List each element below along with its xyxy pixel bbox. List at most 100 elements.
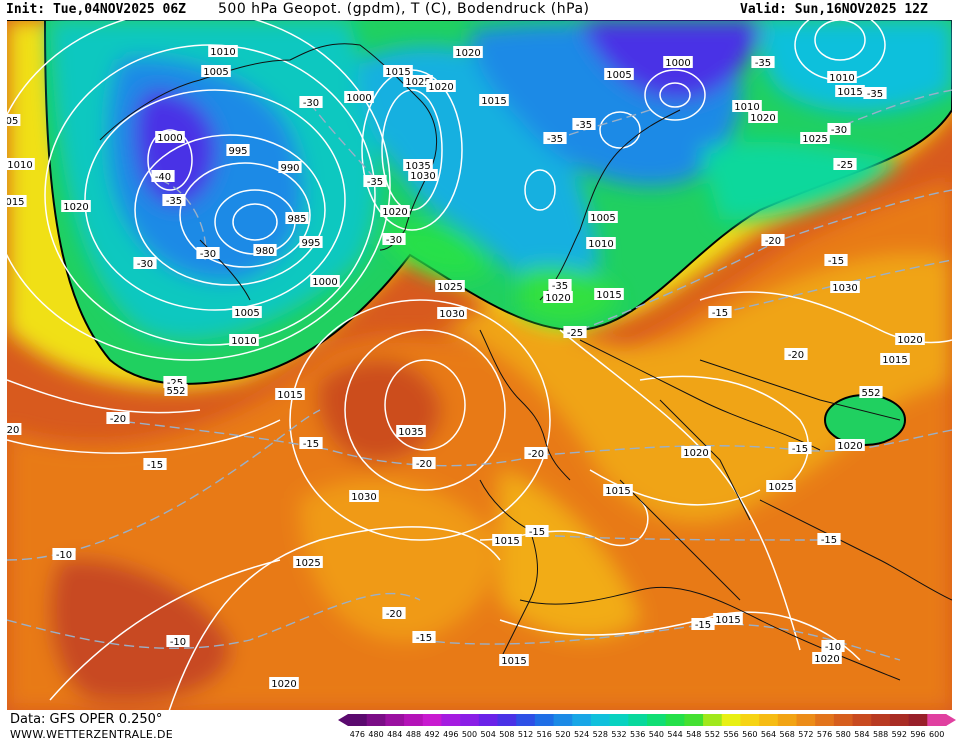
- isobar-label: 1010: [829, 73, 854, 84]
- temperature-label: -35: [867, 89, 883, 100]
- isobar-label: 1020: [428, 82, 453, 93]
- isobar-label: 1020: [683, 448, 708, 459]
- legend-value: 552: [705, 730, 720, 739]
- legend-swatch: [852, 714, 872, 726]
- temperature-label: -30: [386, 235, 402, 246]
- isobar-label-box: [812, 652, 842, 664]
- isobar-label: 1030: [439, 309, 464, 320]
- isobar-label: 980: [255, 246, 274, 257]
- temperature-label: -15: [712, 308, 728, 319]
- legend-swatch: [833, 714, 854, 726]
- temperature-label-box: [412, 457, 436, 469]
- isobar-label: 990: [280, 163, 299, 174]
- isobar-label-box: [208, 45, 238, 57]
- isobar-label: 1020: [750, 113, 775, 124]
- legend-swatch: [871, 714, 891, 726]
- legend-swatch: [553, 714, 573, 726]
- temperature-label-box: [784, 348, 808, 360]
- temperature-label: -15: [147, 460, 163, 471]
- isobar-label-box: [293, 556, 323, 568]
- isobar-label: 995: [301, 238, 320, 249]
- isobar-label-box: [7, 114, 21, 126]
- isobar-label-box: [403, 159, 433, 171]
- isobar-label-box: [226, 144, 250, 156]
- chart-title: 500 hPa Geopot. (gpdm), T (C), Bodendruc…: [218, 1, 590, 17]
- isobar-label: 985: [287, 214, 306, 225]
- legend-arrow-right: [946, 714, 956, 726]
- temperature-label: -10: [825, 642, 841, 653]
- legend-value: 516: [537, 730, 552, 739]
- isobar-label-box: [383, 65, 413, 77]
- temperature-label-box: [691, 618, 715, 630]
- isobar-label-box: [61, 200, 91, 212]
- temperature-label: -30: [831, 125, 847, 136]
- isobar-label: 1015: [596, 290, 621, 301]
- legend-value: 588: [873, 730, 888, 739]
- legend-swatch: [348, 714, 368, 726]
- legend-swatch: [460, 714, 480, 726]
- isobar-label: 1020: [897, 335, 922, 346]
- temperature-label: -20: [528, 449, 544, 460]
- temperature-label: -20: [386, 609, 402, 620]
- isobar-label-box: [492, 534, 522, 546]
- isobar-label: 1030: [410, 171, 435, 182]
- chart-header: Init: Tue,04NOV2025 06Z 500 hPa Geopot. …: [0, 0, 959, 20]
- temperature-label: -30: [200, 249, 216, 260]
- temperature-label-box: [299, 96, 323, 108]
- color-legend: 476 480 484 488 492 496 500 504 508 512 516 520 524 5…: [338, 714, 956, 739]
- isobar-label: 1010: [588, 239, 613, 250]
- isobar-label: 1005: [203, 67, 228, 78]
- temperature-label-box: [821, 640, 845, 652]
- chart-footer: Data: GFS OPER 0.250° WWW.WETTERZENTRALE…: [0, 710, 959, 741]
- website-url: WWW.WETTERZENTRALE.DE: [10, 728, 173, 741]
- isobar-label: 1000: [312, 277, 337, 288]
- geopotential-label-box: [164, 384, 188, 396]
- isobar-label-box: [663, 56, 693, 68]
- legend-value: 536: [630, 730, 645, 739]
- legend-swatch: [590, 714, 611, 726]
- legend-value: 488: [406, 730, 421, 739]
- temperature-label: -25: [167, 378, 183, 389]
- legend-swatch: [422, 714, 442, 726]
- isobar-label-box: [380, 205, 410, 217]
- isobar-label-box: [278, 161, 302, 173]
- temperature-label: -30: [303, 98, 319, 109]
- temperature-label: -20: [416, 459, 432, 470]
- legend-value: 568: [780, 730, 795, 739]
- isobar-label-box: [349, 490, 379, 502]
- legend-swatch: [815, 714, 835, 726]
- isobar-label: 1015: [605, 486, 630, 497]
- legend-swatch: [478, 714, 498, 726]
- isobar-label: 1035: [405, 161, 430, 172]
- isobar-label: 1020: [63, 202, 88, 213]
- temperature-label-box: [382, 233, 406, 245]
- isobar-label-box: [827, 71, 857, 83]
- isobar-label-box: [594, 288, 624, 300]
- isobar-label: 1015: [481, 96, 506, 107]
- isobar-label: 1020: [382, 207, 407, 218]
- isobar-labels: 1010100510009959909859809951000100510101…: [7, 45, 925, 690]
- isobar-label: 1000: [346, 93, 371, 104]
- isobar-label: 1030: [351, 492, 376, 503]
- isobar-label-box: [435, 280, 465, 292]
- isobar-label-box: [880, 353, 910, 365]
- legend-value: 524: [574, 730, 589, 739]
- geopotential-labels: 552 552: [164, 384, 883, 399]
- isobar-label-box: [229, 334, 259, 346]
- isobar-label: 05: [7, 116, 18, 127]
- isobar-label: 1020: [837, 441, 862, 452]
- isobar-label-box: [310, 275, 340, 287]
- legend-value: 500: [462, 730, 477, 739]
- legend-swatch: [572, 714, 592, 726]
- legend-swatch: [908, 714, 928, 726]
- isobar-label-box: [7, 195, 27, 207]
- isobar-label-box: [588, 211, 618, 223]
- legend-value: 504: [481, 730, 496, 739]
- temperature-label-box: [761, 234, 785, 246]
- temperature-label-box: [143, 458, 167, 470]
- temperature-label-box: [299, 437, 323, 449]
- temperature-label-box: [817, 533, 841, 545]
- isobar-label-box: [543, 291, 573, 303]
- isobar-label: 1015: [494, 536, 519, 547]
